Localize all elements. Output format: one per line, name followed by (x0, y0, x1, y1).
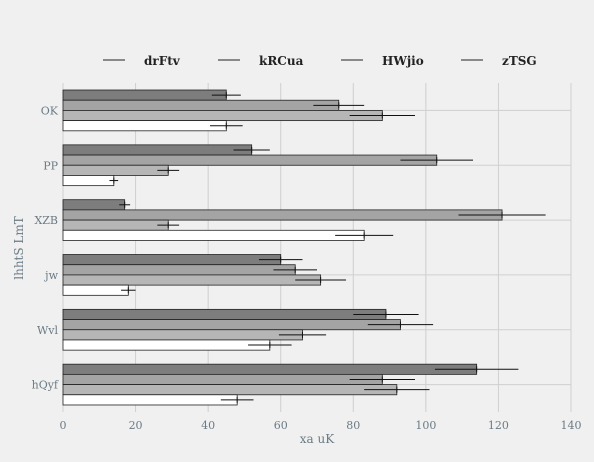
bar (62, 264, 296, 276)
bar (62, 339, 271, 351)
bar (62, 219, 169, 231)
x-tick-label: 100 (415, 419, 436, 432)
bar (62, 363, 478, 375)
bar (62, 384, 398, 396)
bar (62, 274, 322, 286)
x-axis-ticks: 0 20 40 60 80 100 120 140 (60, 419, 582, 432)
y-tick-label: hQyf (32, 379, 59, 392)
grid-lines (62, 83, 572, 412)
bar (62, 110, 383, 122)
bar (62, 209, 503, 221)
y-axis-ticks: OK PP XZB jw Wvl hQyf (32, 104, 59, 391)
y-tick-label: XZB (34, 214, 58, 227)
x-tick-label: 140 (561, 419, 582, 432)
bar (62, 144, 253, 156)
bar (62, 319, 401, 331)
x-tick-label: 120 (488, 419, 509, 432)
legend-label: HWjio (382, 54, 424, 68)
bar (62, 99, 340, 111)
bar (62, 329, 303, 341)
legend-label: drFtv (144, 54, 181, 68)
bar (62, 120, 227, 132)
bar (62, 229, 365, 241)
x-tick-label: 60 (274, 419, 288, 432)
x-tick-label: 0 (60, 419, 67, 432)
bar (62, 394, 238, 406)
bar (62, 199, 126, 211)
bar-series (62, 89, 546, 406)
y-tick-label: OK (41, 104, 59, 117)
bar (62, 308, 387, 320)
bar (62, 89, 227, 101)
legend-label: kRCua (259, 54, 304, 68)
y-tick-label: Wvl (37, 324, 59, 337)
bar (62, 373, 383, 385)
bar (62, 254, 282, 266)
bar (62, 164, 169, 176)
x-axis-title: xa uK (300, 432, 335, 446)
y-tick-label: jw (43, 269, 58, 282)
bar (62, 284, 129, 296)
bar (62, 175, 115, 187)
x-tick-label: 20 (129, 419, 143, 432)
legend-label: zTSG (502, 54, 537, 68)
x-tick-label: 80 (346, 419, 360, 432)
legend: drFtv kRCua HWjio zTSG (103, 54, 537, 68)
y-tick-label: PP (43, 159, 58, 172)
y-axis-title: lhhtS LmT (12, 216, 26, 280)
bar (62, 154, 438, 166)
x-tick-label: 40 (201, 419, 215, 432)
